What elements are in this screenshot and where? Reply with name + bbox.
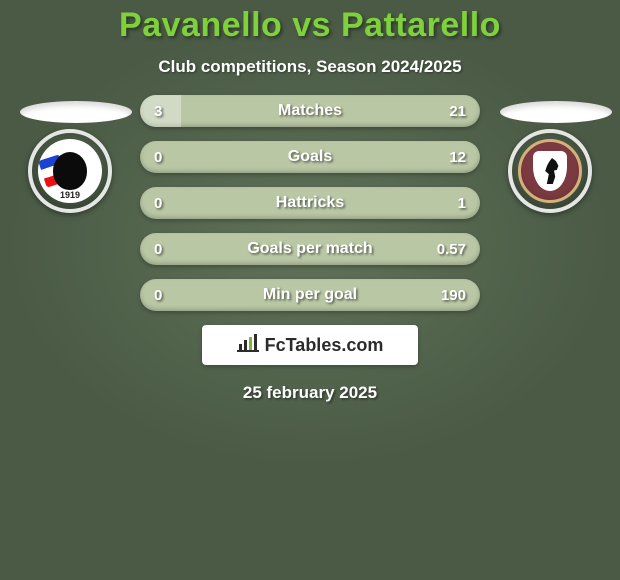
crest-head-icon (53, 152, 87, 190)
club-crest-left: 1919 (38, 139, 102, 203)
barchart-icon (237, 334, 259, 357)
player-left-name-pill (20, 101, 132, 123)
stat-value-left: 0 (140, 279, 176, 311)
player-right-badge (500, 165, 600, 251)
stat-row: 0 190 Min per goal (140, 279, 480, 311)
player-left-badge: 1919 (20, 165, 120, 251)
stat-value-left: 3 (140, 95, 176, 127)
crest-ring-left: 1919 (28, 129, 112, 213)
stat-value-right: 12 (435, 141, 480, 173)
stat-value-right: 1 (444, 187, 480, 219)
stat-row: 0 0.57 Goals per match (140, 233, 480, 265)
brand-text: FcTables.com (265, 335, 384, 356)
stat-value-right: 190 (427, 279, 480, 311)
stat-row: 0 12 Goals (140, 141, 480, 173)
player-right-name-pill (500, 101, 612, 123)
subtitle: Club competitions, Season 2024/2025 (0, 57, 620, 77)
stat-row: 0 1 Hattricks (140, 187, 480, 219)
stat-label: Min per goal (263, 286, 357, 304)
stat-label: Goals per match (247, 240, 372, 258)
infographic-root: Pavanello vs Pattarello Club competition… (0, 0, 620, 580)
stat-value-right: 0.57 (423, 233, 480, 265)
club-crest-right (518, 139, 582, 203)
crest-horse-icon (540, 158, 560, 184)
crest-ring-right (508, 129, 592, 213)
stat-value-left: 0 (140, 141, 176, 173)
stat-rows: 3 21 Matches 0 12 Goals 0 1 Hattricks 0 0.57 Goals … (140, 95, 480, 311)
date-text: 25 february 2025 (0, 383, 620, 403)
stat-label: Goals (288, 148, 332, 166)
stat-label: Matches (278, 102, 342, 120)
brand-box: FcTables.com (202, 325, 418, 365)
stat-value-left: 0 (140, 233, 176, 265)
crest-shield-icon (533, 151, 567, 191)
stat-value-right: 21 (435, 95, 480, 127)
stat-value-left: 0 (140, 187, 176, 219)
page-title: Pavanello vs Pattarello (0, 0, 620, 45)
stat-row: 3 21 Matches (140, 95, 480, 127)
stat-label: Hattricks (276, 194, 344, 212)
crest-year: 1919 (38, 190, 102, 200)
comparison-area: 1919 3 21 Matches 0 12 Goals 0 1 Hattricks 0 0.57 G… (0, 95, 620, 403)
